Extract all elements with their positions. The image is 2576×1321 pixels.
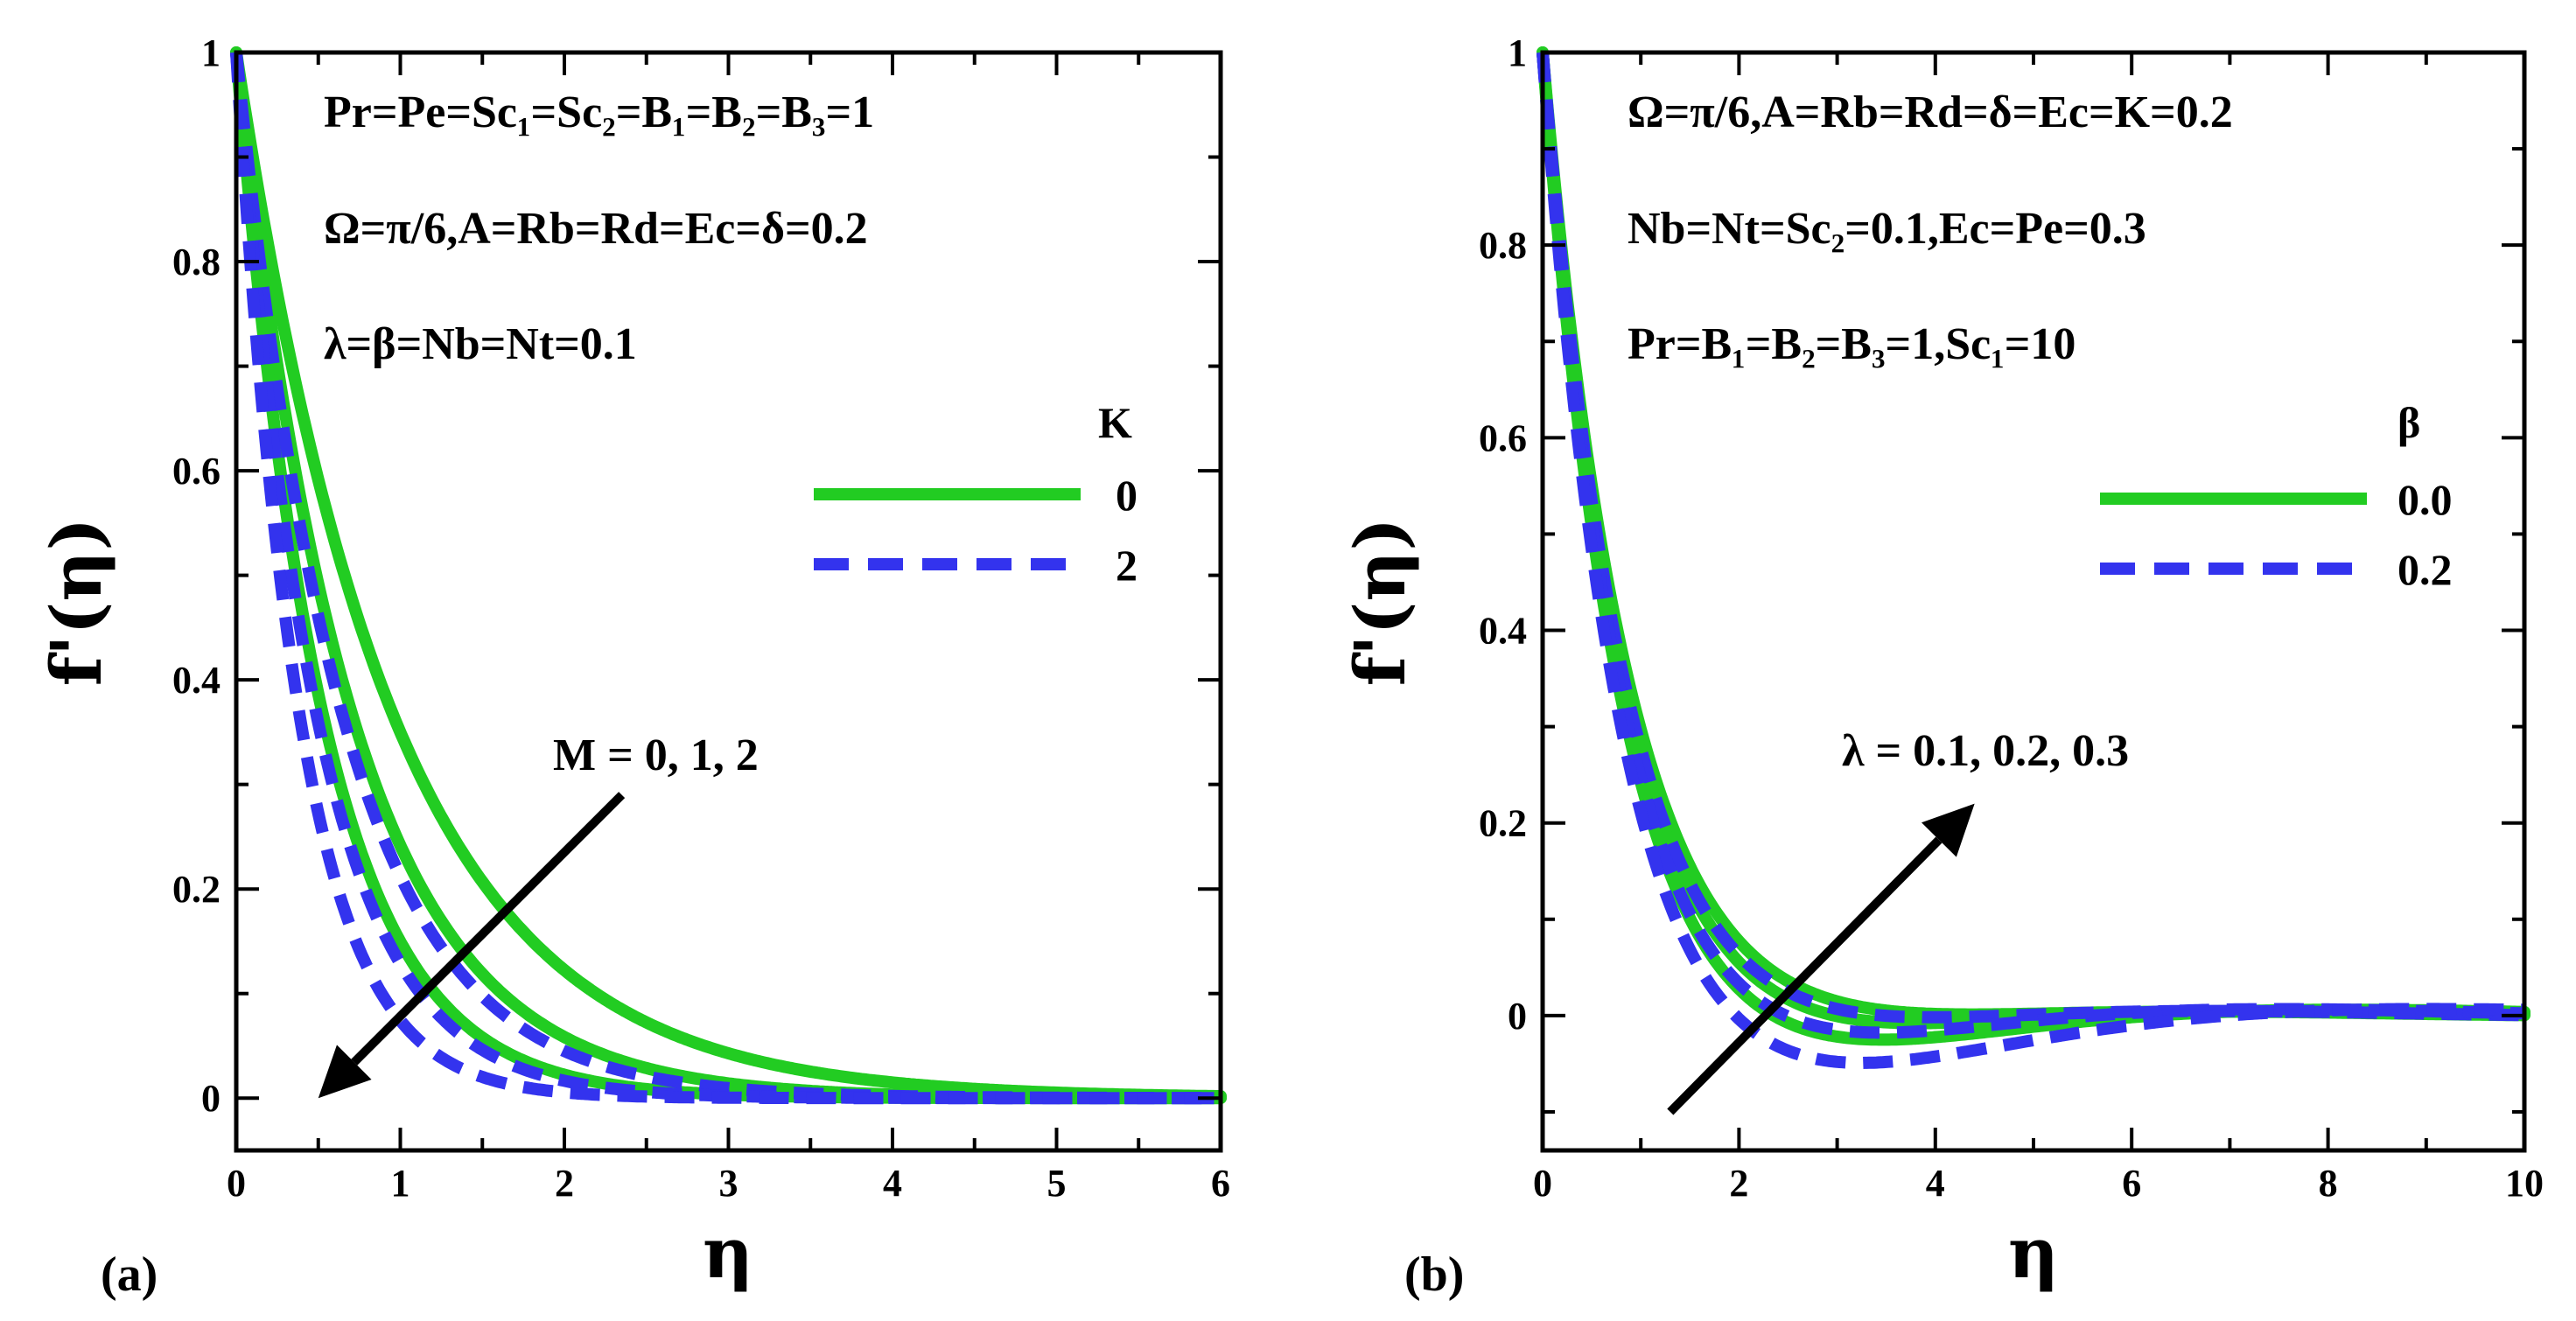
panel-b-legend: β 0.0 0.2 [2100, 398, 2453, 594]
panel-a: 0 1 2 3 4 5 6 0 0.2 0.4 0.6 0.8 1 η f'(η) (a) Pr=Pe=… [35, 31, 1230, 1302]
panel-b-series [1536, 46, 2530, 1069]
panel-b-xtick-label: 4 [1926, 1162, 1945, 1205]
panel-a-xtick-label: 6 [1211, 1162, 1230, 1205]
panel-b-arrow-label: λ = 0.1, 0.2, 0.3 [1842, 726, 2129, 776]
panel-b-ticks: 0 2 4 6 8 10 0 0.2 0.4 0.6 0.8 1 [1479, 31, 2544, 1205]
panel-b-arrow-head [1922, 803, 1975, 857]
panel-b-legend-label-0: 0.0 [2398, 475, 2453, 524]
panel-a-ytick-label: 0.2 [172, 868, 220, 911]
panel-b-annotation-1: Ω=π/6,A=Rb=Rd=δ=Ec=K=0.2 [1628, 87, 2233, 137]
panel-b-ytick-label: 0 [1508, 995, 1527, 1038]
panel-a-ylabel: f'(η) [35, 518, 117, 687]
panel-a-xtick-label: 0 [227, 1162, 246, 1205]
panel-b-xtick-label: 2 [1729, 1162, 1748, 1205]
panel-b-legend-title: β [2398, 398, 2420, 447]
panel-b: 0 2 4 6 8 10 0 0.2 0.4 0.6 0.8 1 η f'(η) (b) Ω=π/6,… [1339, 31, 2544, 1302]
panel-a-ytick-label: 0.8 [172, 241, 220, 283]
panel-a-ytick-label: 0.6 [172, 450, 220, 493]
panel-a-ytick-label: 0 [201, 1077, 220, 1120]
panel-b-annotation-2: Nb=Nt=Sc₂=0.1,Ec=Pe=0.3 [1628, 204, 2146, 254]
panel-a-ticks: 0 1 2 3 4 5 6 0 0.2 0.4 0.6 0.8 1 [172, 31, 1230, 1205]
panel-a-legend-label-0: 0 [1116, 471, 1138, 520]
panel-a-legend-title: K [1098, 398, 1132, 447]
panel-a-arrow-label: M = 0, 1, 2 [553, 730, 759, 780]
panel-a-annotation-2: Ω=π/6,A=Rb=Rd=Ec=δ=0.2 [324, 204, 868, 254]
panel-b-ytick-label: 0.4 [1479, 610, 1527, 653]
panel-a-label: (a) [101, 1248, 158, 1302]
panel-a-xtick-label: 3 [719, 1162, 738, 1205]
panel-a-xtick-label: 2 [555, 1162, 574, 1205]
panel-b-ytick-label: 1 [1508, 31, 1527, 74]
panel-b-ytick-label: 0.6 [1479, 416, 1527, 459]
panel-a-xtick-label: 5 [1047, 1162, 1067, 1205]
panel-b-xtick-label: 10 [2505, 1162, 2544, 1205]
panel-a-legend-label-1: 2 [1116, 541, 1138, 590]
panel-b-series-4 [1536, 52, 2529, 1039]
panel-a-series [230, 46, 1227, 1105]
panel-a-annotation-1: Pr=Pe=Sc₁=Sc₂=B₁=B₂=B₃=1 [324, 87, 874, 137]
panel-b-arrow [1667, 803, 1975, 1115]
panel-b-series-0 [1536, 46, 2530, 1022]
panel-b-xtick-label: 8 [2319, 1162, 2338, 1205]
panel-b-legend-label-1: 0.2 [2398, 545, 2453, 594]
panel-b-arrow-shaft [1667, 836, 1942, 1115]
panel-a-series-5 [230, 52, 1225, 1105]
panel-b-series-5 [1536, 52, 2529, 1069]
panel-b-label: (b) [1404, 1248, 1464, 1302]
panel-b-series-1 [1536, 46, 2530, 1030]
panel-b-ytick-label: 0.8 [1479, 224, 1527, 267]
panel-a-arrow-shaft [351, 792, 626, 1066]
panel-b-xtick-label: 6 [2122, 1162, 2141, 1205]
panel-b-xtick-label: 0 [1533, 1162, 1552, 1205]
panel-b-xlabel: η [2008, 1212, 2059, 1294]
panel-a-xlabel: η [703, 1212, 753, 1294]
panel-b-ytick-label: 0.2 [1479, 802, 1527, 845]
panel-a-legend: K 0 2 [814, 398, 1138, 590]
panel-a-ytick-label: 0.4 [172, 659, 220, 702]
panel-b-ylabel: f'(η) [1339, 518, 1421, 687]
panel-a-arrow [318, 792, 626, 1099]
panel-a-ytick-label: 1 [201, 31, 220, 74]
panel-a-arrow-head [318, 1045, 372, 1099]
panel-b-annotation-3: Pr=B₁=B₂=B₃=1,Sc₁=10 [1628, 319, 2076, 369]
panel-a-xtick-label: 1 [391, 1162, 410, 1205]
panel-a-xtick-label: 4 [883, 1162, 902, 1205]
panel-a-annotation-3: λ=β=Nb=Nt=0.1 [324, 319, 637, 369]
